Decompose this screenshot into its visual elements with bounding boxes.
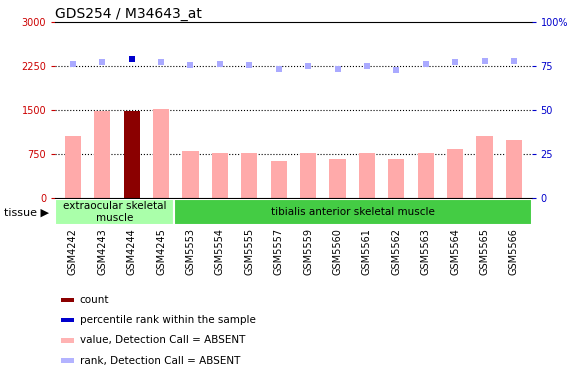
Bar [418,153,434,198]
Text: count: count [80,295,109,305]
Text: GSM5564: GSM5564 [450,228,460,275]
Bar [359,153,375,198]
Bar [476,136,493,198]
Bar [124,111,140,198]
Text: extraocular skeletal
muscle: extraocular skeletal muscle [63,201,167,223]
Text: rank, Detection Call = ABSENT: rank, Detection Call = ABSENT [80,355,240,366]
Text: GSM5565: GSM5565 [479,228,490,275]
Text: tissue ▶: tissue ▶ [5,207,49,217]
Bar [388,159,404,198]
Bar [174,199,532,225]
Bar [271,161,287,198]
Text: GSM5557: GSM5557 [274,228,284,275]
Bar [55,199,174,225]
Text: value, Detection Call = ABSENT: value, Detection Call = ABSENT [80,335,245,346]
Text: GSM4245: GSM4245 [156,228,166,275]
Text: GSM5555: GSM5555 [244,228,254,275]
Text: GSM4244: GSM4244 [127,228,137,275]
Text: GSM5566: GSM5566 [509,228,519,275]
Bar [212,153,228,198]
Text: GSM5559: GSM5559 [303,228,313,275]
Text: GDS254 / M34643_at: GDS254 / M34643_at [55,7,202,21]
Bar [182,151,199,198]
Text: GSM5560: GSM5560 [332,228,343,275]
Text: GSM5554: GSM5554 [215,228,225,275]
Text: tibialis anterior skeletal muscle: tibialis anterior skeletal muscle [271,207,435,217]
Text: percentile rank within the sample: percentile rank within the sample [80,315,256,325]
Text: GSM4242: GSM4242 [68,228,78,275]
Text: GSM4243: GSM4243 [97,228,107,275]
Bar [506,140,522,198]
Bar [153,109,169,198]
Bar [300,153,316,198]
Bar [94,111,110,198]
Text: GSM5563: GSM5563 [421,228,431,275]
Bar [64,136,81,198]
Bar [447,149,463,198]
Text: GSM5553: GSM5553 [185,228,195,275]
Text: GSM5561: GSM5561 [362,228,372,275]
Bar [241,153,257,198]
Bar [329,159,346,198]
Text: GSM5562: GSM5562 [392,228,401,275]
